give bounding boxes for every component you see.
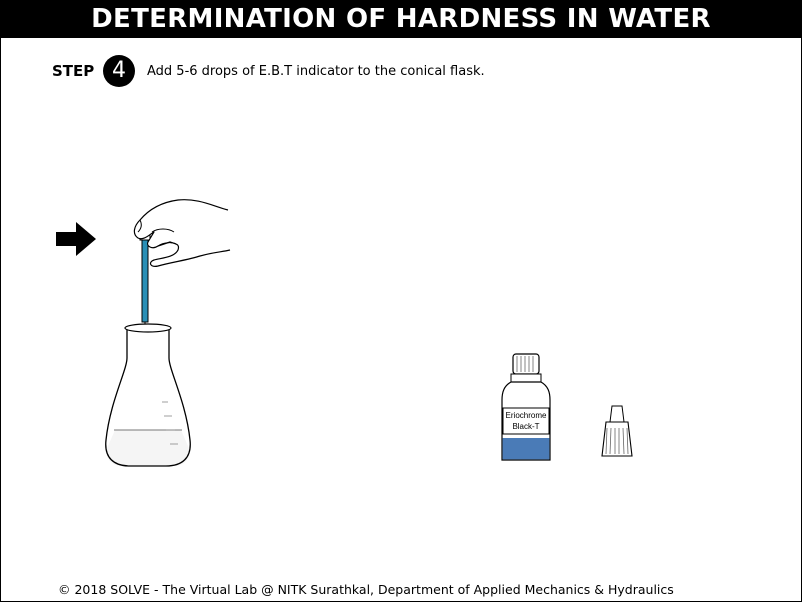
step-number-badge: 4 (103, 55, 135, 87)
step-instruction: Add 5-6 drops of E.B.T indicator to the … (147, 64, 485, 79)
bottle-cap-icon[interactable] (598, 404, 638, 460)
indicator-bottle-icon[interactable] (498, 352, 554, 464)
hand-dropper-icon[interactable] (118, 198, 233, 326)
step-label: STEP (52, 62, 95, 80)
conical-flask-icon[interactable] (100, 322, 196, 472)
bottle-label-line2: Black-T (512, 422, 540, 431)
page-title: DETERMINATION OF HARDNESS IN WATER (0, 0, 802, 38)
footer-copyright: © 2018 SOLVE - The Virtual Lab @ NITK Su… (58, 582, 674, 597)
bottle-label: Eriochrome Black-T (503, 410, 549, 434)
bottle-label-line1: Eriochrome (505, 411, 547, 420)
right-arrow-icon[interactable] (56, 222, 96, 256)
